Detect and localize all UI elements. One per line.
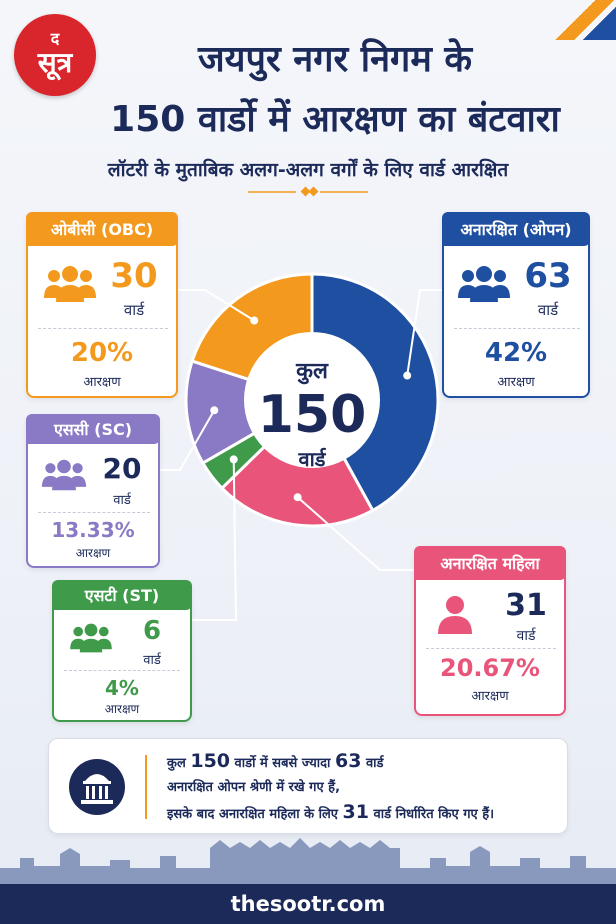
card-st: एसटी (ST) 6 वार्ड 4% आरक्षण [52,580,192,722]
logo-mini-text: द [50,29,60,48]
card-st-count: 6 [142,616,162,646]
corner-decoration [546,0,616,40]
building-badge [69,759,125,815]
connector-st [192,459,238,621]
summary-note: कुल 150 वार्डो में सबसे ज्यादा 63 वार्ड … [48,738,568,834]
people-group-icon [44,266,96,302]
connector-open-dot [403,371,412,380]
card-st-title: एसटी (ST) [52,580,192,610]
connector-open [406,289,442,376]
city-skyline [0,838,616,888]
people-group-icon [41,459,87,491]
people-group-icon [70,623,112,653]
card-sc-percent-label: आरक्षण [75,546,111,560]
connector-obc-dot [250,316,259,325]
card-women: अनारक्षित महिला 31 वार्ड 20.67% आरक्षण [414,546,566,716]
card-obc-percent-label: आरक्षण [83,375,121,390]
card-open-divider [454,328,580,329]
card-sc: एससी (SC) 20 वार्ड 13.33% आरक्षण [26,414,160,568]
footer-site[interactable]: thesootr.com [230,892,386,916]
center-total-label-bottom: वार्ड [298,447,327,471]
center-total-number: 150 [258,385,367,445]
center-total-label-top: कुल [295,359,329,385]
card-open: अनारक्षित (ओपन) 63 वार्ड 42% आरक्षण [442,212,590,398]
card-women-count: 31 [505,588,547,623]
card-obc-unit: वार्ड [123,301,145,319]
card-open-unit: वार्ड [537,301,559,319]
card-st-percent-label: आरक्षण [104,702,140,716]
card-women-title: अनारक्षित महिला [414,546,566,580]
footer-bar: thesootr.com [0,884,616,924]
card-obc-percent: 20% [70,338,134,368]
card-open-count: 63 [524,256,572,296]
summary-text: कुल 150 वार्डो में सबसे ज्यादा 63 वार्ड … [167,749,563,827]
summary-l1-post: वार्ड [365,756,384,771]
connector-st-dot [229,455,238,464]
connector-women [296,496,414,571]
page-title-line1: जयपुर नगर निगम के [197,39,473,80]
card-women-divider [426,648,556,649]
person-icon [438,596,472,634]
card-st-divider [64,670,180,671]
summary-total-number: 150 [190,750,231,772]
summary-l3-post: वार्ड निर्धारित किए गए हैं। [373,807,495,822]
divider-decoration [248,186,368,197]
card-sc-percent: 13.33% [51,518,135,542]
card-sc-title: एससी (SC) [26,414,160,444]
summary-line-2: अनारक्षित ओपन श्रेणी में रखे गए हैं, [167,780,341,795]
connector-obc [178,289,255,322]
note-accent-line [145,755,147,819]
logo-main-text: सूत्र [37,46,73,79]
card-open-percent: 42% [484,338,548,368]
donut-center-disc [244,332,380,468]
government-building-icon [81,774,113,804]
card-women-percent-label: आरक्षण [471,689,509,704]
summary-line-1: कुल 150 वार्डो में सबसे ज्यादा 63 वार्ड [167,749,563,776]
card-obc-divider [38,328,168,329]
card-obc: ओबीसी (OBC) 30 वार्ड 20% आरक्षण [26,212,178,398]
summary-l3-pre: इसके बाद अनारक्षित महिला के लिए [167,807,338,822]
card-sc-unit: वार्ड [113,493,131,508]
card-st-unit: वार्ड [143,653,161,668]
connector-sc-dot [210,406,219,415]
page-title-line2: 150 वार्डो में आरक्षण का बंटवारा [110,99,560,140]
summary-women-number: 31 [342,801,369,823]
connector-women-dot [293,493,302,502]
summary-line-3: इसके बाद अनारक्षित महिला के लिए 31 वार्ड… [167,800,563,827]
card-open-title: अनारक्षित (ओपन) [442,212,590,246]
brand-logo[interactable]: द सूत्र [14,14,96,96]
card-sc-divider [38,512,150,513]
summary-l1-mid: वार्डो में सबसे ज्यादा [234,756,331,771]
connector-sc [160,409,216,471]
summary-l1-pre: कुल [167,756,186,771]
card-women-unit: वार्ड [516,628,536,644]
card-open-percent-label: आरक्षण [497,375,535,390]
summary-open-number: 63 [334,750,362,772]
card-sc-count: 20 [102,452,142,485]
page-subtitle: लॉटरी के मुताबिक अलग-अलग वर्गों के लिए व… [107,159,509,181]
card-obc-title: ओबीसी (OBC) [26,212,178,246]
card-women-percent: 20.67% [440,654,540,682]
card-st-percent: 4% [105,676,139,700]
card-obc-count: 30 [110,256,158,296]
people-group-icon [458,266,510,302]
